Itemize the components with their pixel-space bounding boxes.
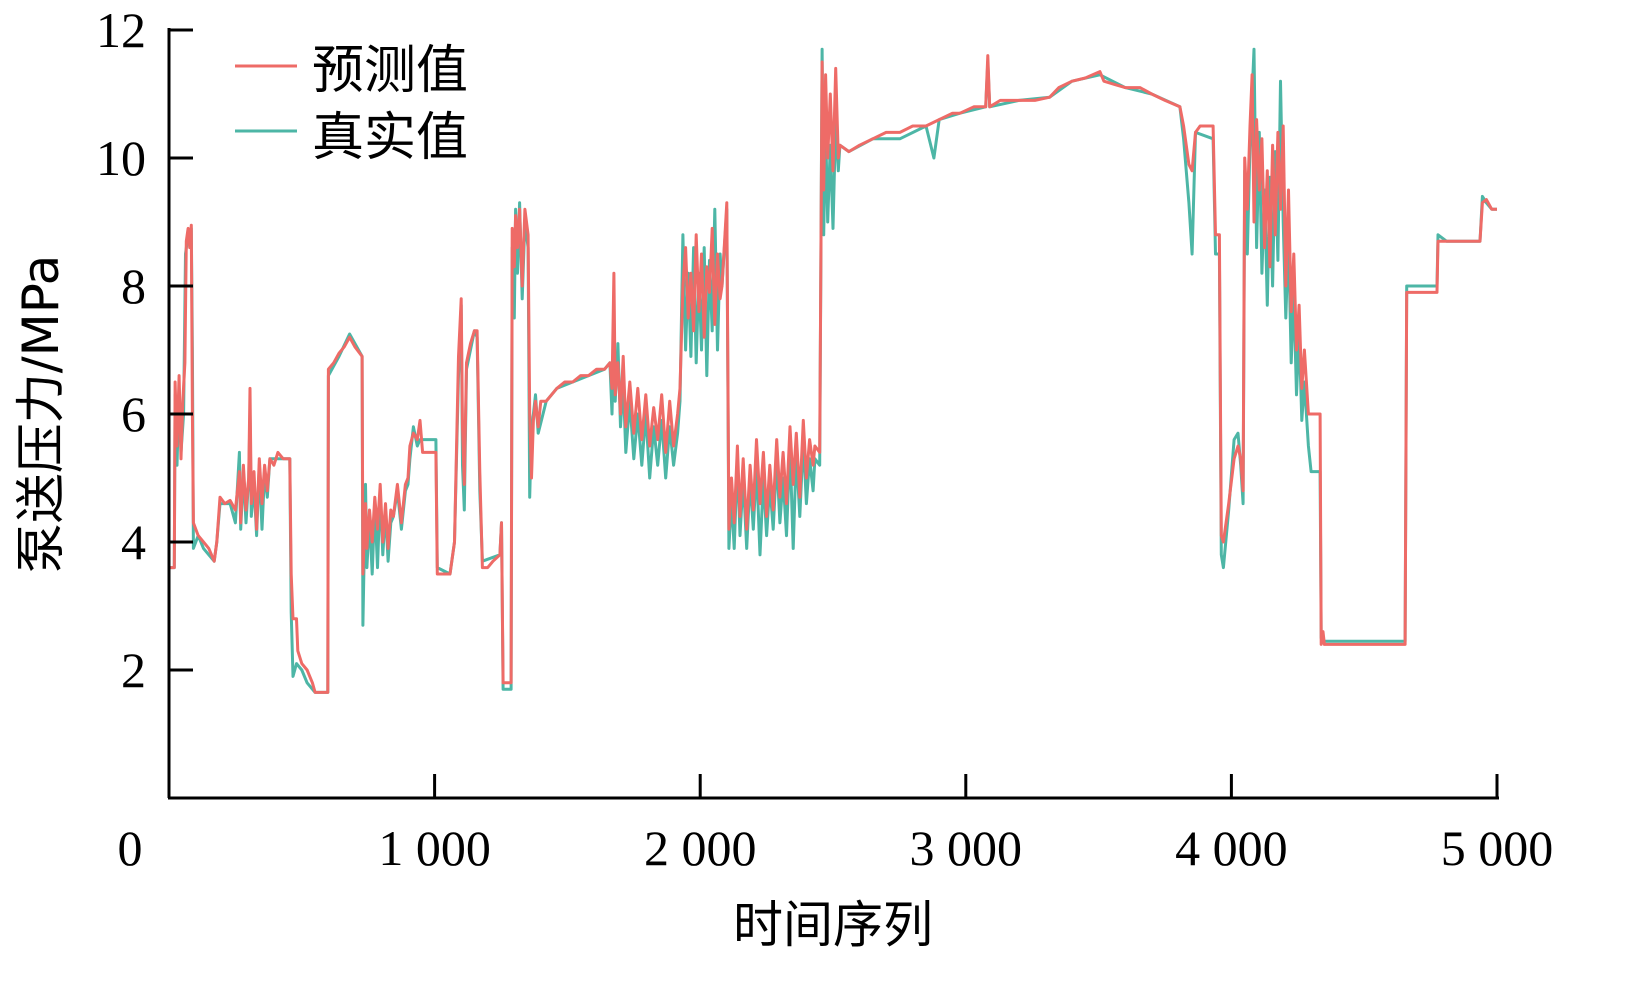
x-tick-label: 1 000 xyxy=(378,820,491,876)
y-tick-label: 6 xyxy=(121,386,146,442)
x-ticks: 0 1 000 2 000 3 000 4 000 5 000 xyxy=(118,774,1554,876)
x-axis-title: 时间序列 xyxy=(733,896,933,954)
y-axis-title: 泵送压力/MPa xyxy=(12,255,70,574)
legend-label-actual: 真实值 xyxy=(312,108,468,168)
y-tick-label: 4 xyxy=(121,514,146,570)
y-tick-label: 10 xyxy=(96,130,146,186)
x-tick-label: 4 000 xyxy=(1175,820,1288,876)
y-tick-label: 8 xyxy=(121,258,146,314)
x-tick-label: 5 000 xyxy=(1441,820,1554,876)
x-tick-label: 0 xyxy=(118,820,143,876)
y-tick-label: 2 xyxy=(121,642,146,698)
y-ticks: 2 4 6 8 10 12 xyxy=(96,2,193,698)
legend: 预测值 真实值 xyxy=(235,41,468,168)
x-tick-label: 2 000 xyxy=(644,820,757,876)
series-line-predicted xyxy=(169,54,1497,694)
y-tick-label: 12 xyxy=(96,2,146,58)
series-layer xyxy=(169,47,1497,694)
x-tick-label: 3 000 xyxy=(910,820,1023,876)
legend-label-predicted: 预测值 xyxy=(312,41,468,101)
